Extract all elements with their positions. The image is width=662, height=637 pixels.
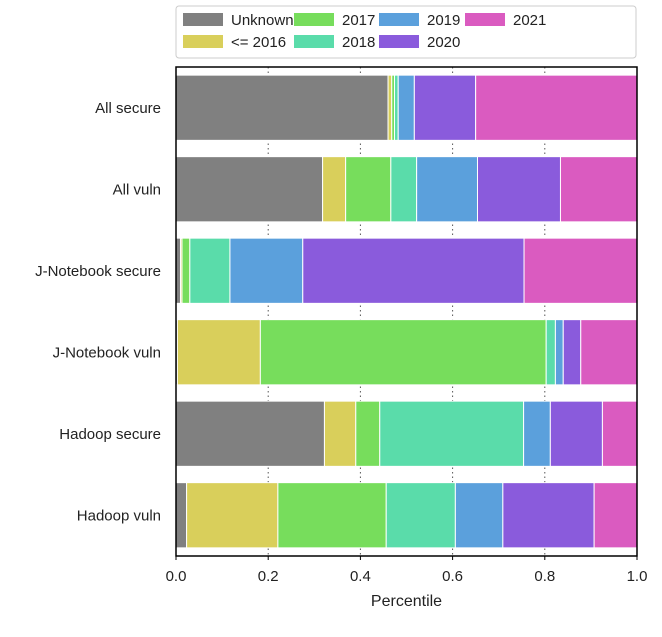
bar-segment xyxy=(322,156,347,223)
bar-segment xyxy=(523,400,551,467)
y-axis-tick-labels: All secure All vuln J-Notebook secure J-Not… xyxy=(35,100,161,525)
legend-swatch xyxy=(183,35,223,48)
bar-segment xyxy=(186,482,279,549)
legend-swatch xyxy=(183,13,223,26)
x-tick-label: 0.6 xyxy=(442,568,463,585)
plot-frame xyxy=(175,66,638,557)
bar-segment xyxy=(562,319,582,386)
legend-label: 2021 xyxy=(513,12,546,29)
bar-segment xyxy=(390,156,418,223)
x-tick-label: 0.0 xyxy=(166,568,187,585)
bar-segment xyxy=(502,482,595,549)
legend-label: 2020 xyxy=(427,34,460,51)
bar-segment xyxy=(302,237,525,304)
bar-segment xyxy=(175,482,188,549)
legend-label: Unknown xyxy=(231,12,294,29)
bar-segment xyxy=(189,237,231,304)
bar-segment xyxy=(379,400,525,467)
legend-label: 2019 xyxy=(427,12,460,29)
x-tick-label: 0.4 xyxy=(350,568,371,585)
bar-segment xyxy=(545,319,556,386)
bar-segment xyxy=(593,482,638,549)
legend-swatch xyxy=(294,35,334,48)
bar-segment xyxy=(475,74,638,141)
bar-segment xyxy=(559,156,638,223)
bar-segment xyxy=(229,237,304,304)
bar-segment xyxy=(181,237,191,304)
bar-segment xyxy=(175,74,389,141)
legend: Unknown <= 2016 2017 2018 2019 2020 2021 xyxy=(175,5,637,59)
grid xyxy=(267,67,546,556)
bar-segment xyxy=(345,156,392,223)
bar-segment xyxy=(323,400,357,467)
bar-segment xyxy=(476,156,561,223)
bars xyxy=(175,74,638,549)
legend-label: <= 2016 xyxy=(231,34,286,51)
bar-segment xyxy=(385,482,456,549)
y-tick-label: Hadoop secure xyxy=(59,426,161,443)
x-axis-tick-labels: 0.0 0.2 0.4 0.6 0.8 1.0 xyxy=(166,556,648,585)
x-tick-label: 0.8 xyxy=(534,568,555,585)
bar-segment xyxy=(554,319,564,386)
bar-segment xyxy=(355,400,381,467)
legend-label: 2018 xyxy=(342,34,375,51)
bar-segment xyxy=(580,319,638,386)
bar-segment xyxy=(175,400,325,467)
bar-segment xyxy=(397,74,415,141)
bar-segment xyxy=(549,400,603,467)
bar-segment xyxy=(277,482,387,549)
bar-segment xyxy=(387,74,393,141)
legend-swatch xyxy=(294,13,334,26)
y-tick-label: All vuln xyxy=(113,181,161,198)
x-axis-title: Percentile xyxy=(371,593,442,610)
x-tick-label: 1.0 xyxy=(627,568,648,585)
legend-swatch xyxy=(379,35,419,48)
y-tick-label: Hadoop vuln xyxy=(77,507,161,524)
bar-segment xyxy=(176,319,261,386)
bar-segment xyxy=(175,156,324,223)
legend-swatch xyxy=(379,13,419,26)
legend-label: 2017 xyxy=(342,12,375,29)
y-tick-label: J-Notebook secure xyxy=(35,263,161,280)
bar-segment xyxy=(394,74,399,141)
legend-box xyxy=(175,5,637,59)
bar-segment xyxy=(454,482,504,549)
legend-swatch xyxy=(465,13,505,26)
x-tick-label: 0.2 xyxy=(258,568,279,585)
bar-segment xyxy=(523,237,638,304)
bar-segment xyxy=(413,74,477,141)
bar-segment xyxy=(259,319,547,386)
bar-segment xyxy=(601,400,638,467)
bar-segment xyxy=(416,156,478,223)
y-tick-label: J-Notebook vuln xyxy=(53,344,161,361)
y-tick-label: All secure xyxy=(95,100,161,117)
